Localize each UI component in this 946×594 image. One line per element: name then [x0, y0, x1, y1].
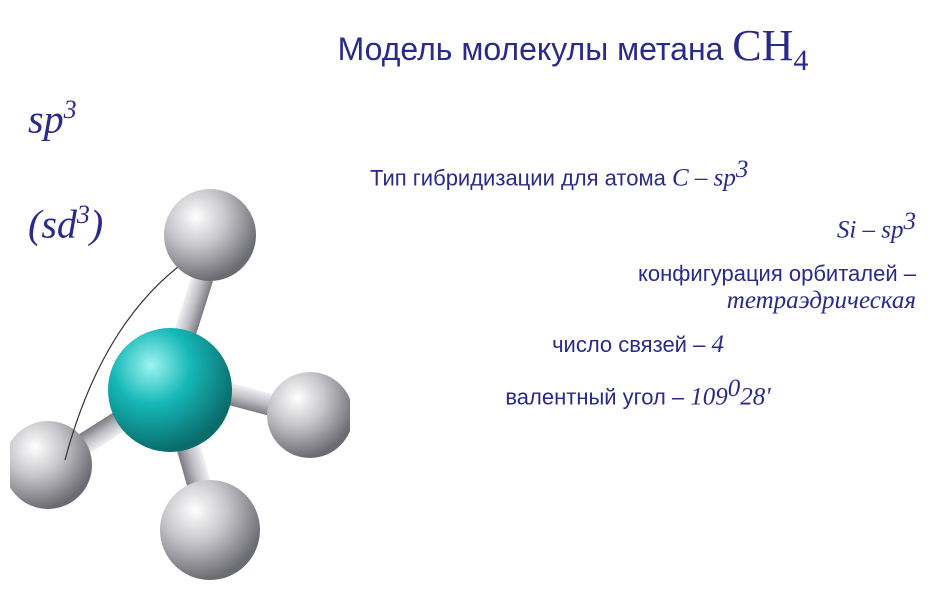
line2-sup: 3	[904, 208, 917, 235]
title-formula: CH4	[732, 21, 808, 70]
page-title: Модель молекулы метана CH4	[220, 20, 926, 78]
line1-a: Тип гибридизации для атома	[370, 165, 672, 190]
line1-b: C –	[672, 164, 714, 191]
line2-b: sp	[881, 217, 903, 244]
info-line-bond-count: число связей – 4	[360, 331, 916, 359]
slide-canvas: Модель молекулы метана CH4 sp3 (sd3) Тип…	[0, 0, 946, 594]
line4-a: число связей –	[552, 332, 711, 357]
line2-a: Si –	[837, 217, 881, 244]
formula-main: CH	[732, 21, 793, 70]
formula-sub: 4	[793, 44, 808, 77]
hybridization-label-sp3: sp3	[28, 95, 77, 142]
info-line-configuration: конфигурация орбиталей – тетраэдрическая	[360, 261, 916, 315]
line5-b: 109	[690, 383, 728, 410]
line5-a: валентный угол –	[505, 384, 690, 409]
title-text: Модель молекулы метана	[338, 31, 733, 67]
line1-sup: 3	[736, 156, 749, 183]
molecule-diagram	[10, 165, 350, 585]
line3-b: тетраэдрическая	[727, 287, 916, 315]
info-line-hybridization-c: Тип гибридизации для атома C – sp3	[370, 156, 916, 192]
info-line-bond-angle: валентный угол – 109028'	[360, 375, 916, 411]
hyb1-sup: 3	[64, 95, 77, 124]
line5-sup: 0	[728, 375, 741, 402]
hyb1-prefix: sp	[28, 96, 64, 141]
info-line-hybridization-si: Si – sp3	[360, 208, 916, 244]
molecule-svg	[10, 165, 350, 585]
line1-c: sp	[714, 164, 736, 191]
line5-c: 28'	[740, 383, 770, 410]
info-block: Тип гибридизации для атома C – sp3 Si – …	[360, 140, 916, 427]
line4-b: 4	[711, 331, 724, 358]
line3-a: конфигурация орбиталей –	[638, 261, 916, 286]
